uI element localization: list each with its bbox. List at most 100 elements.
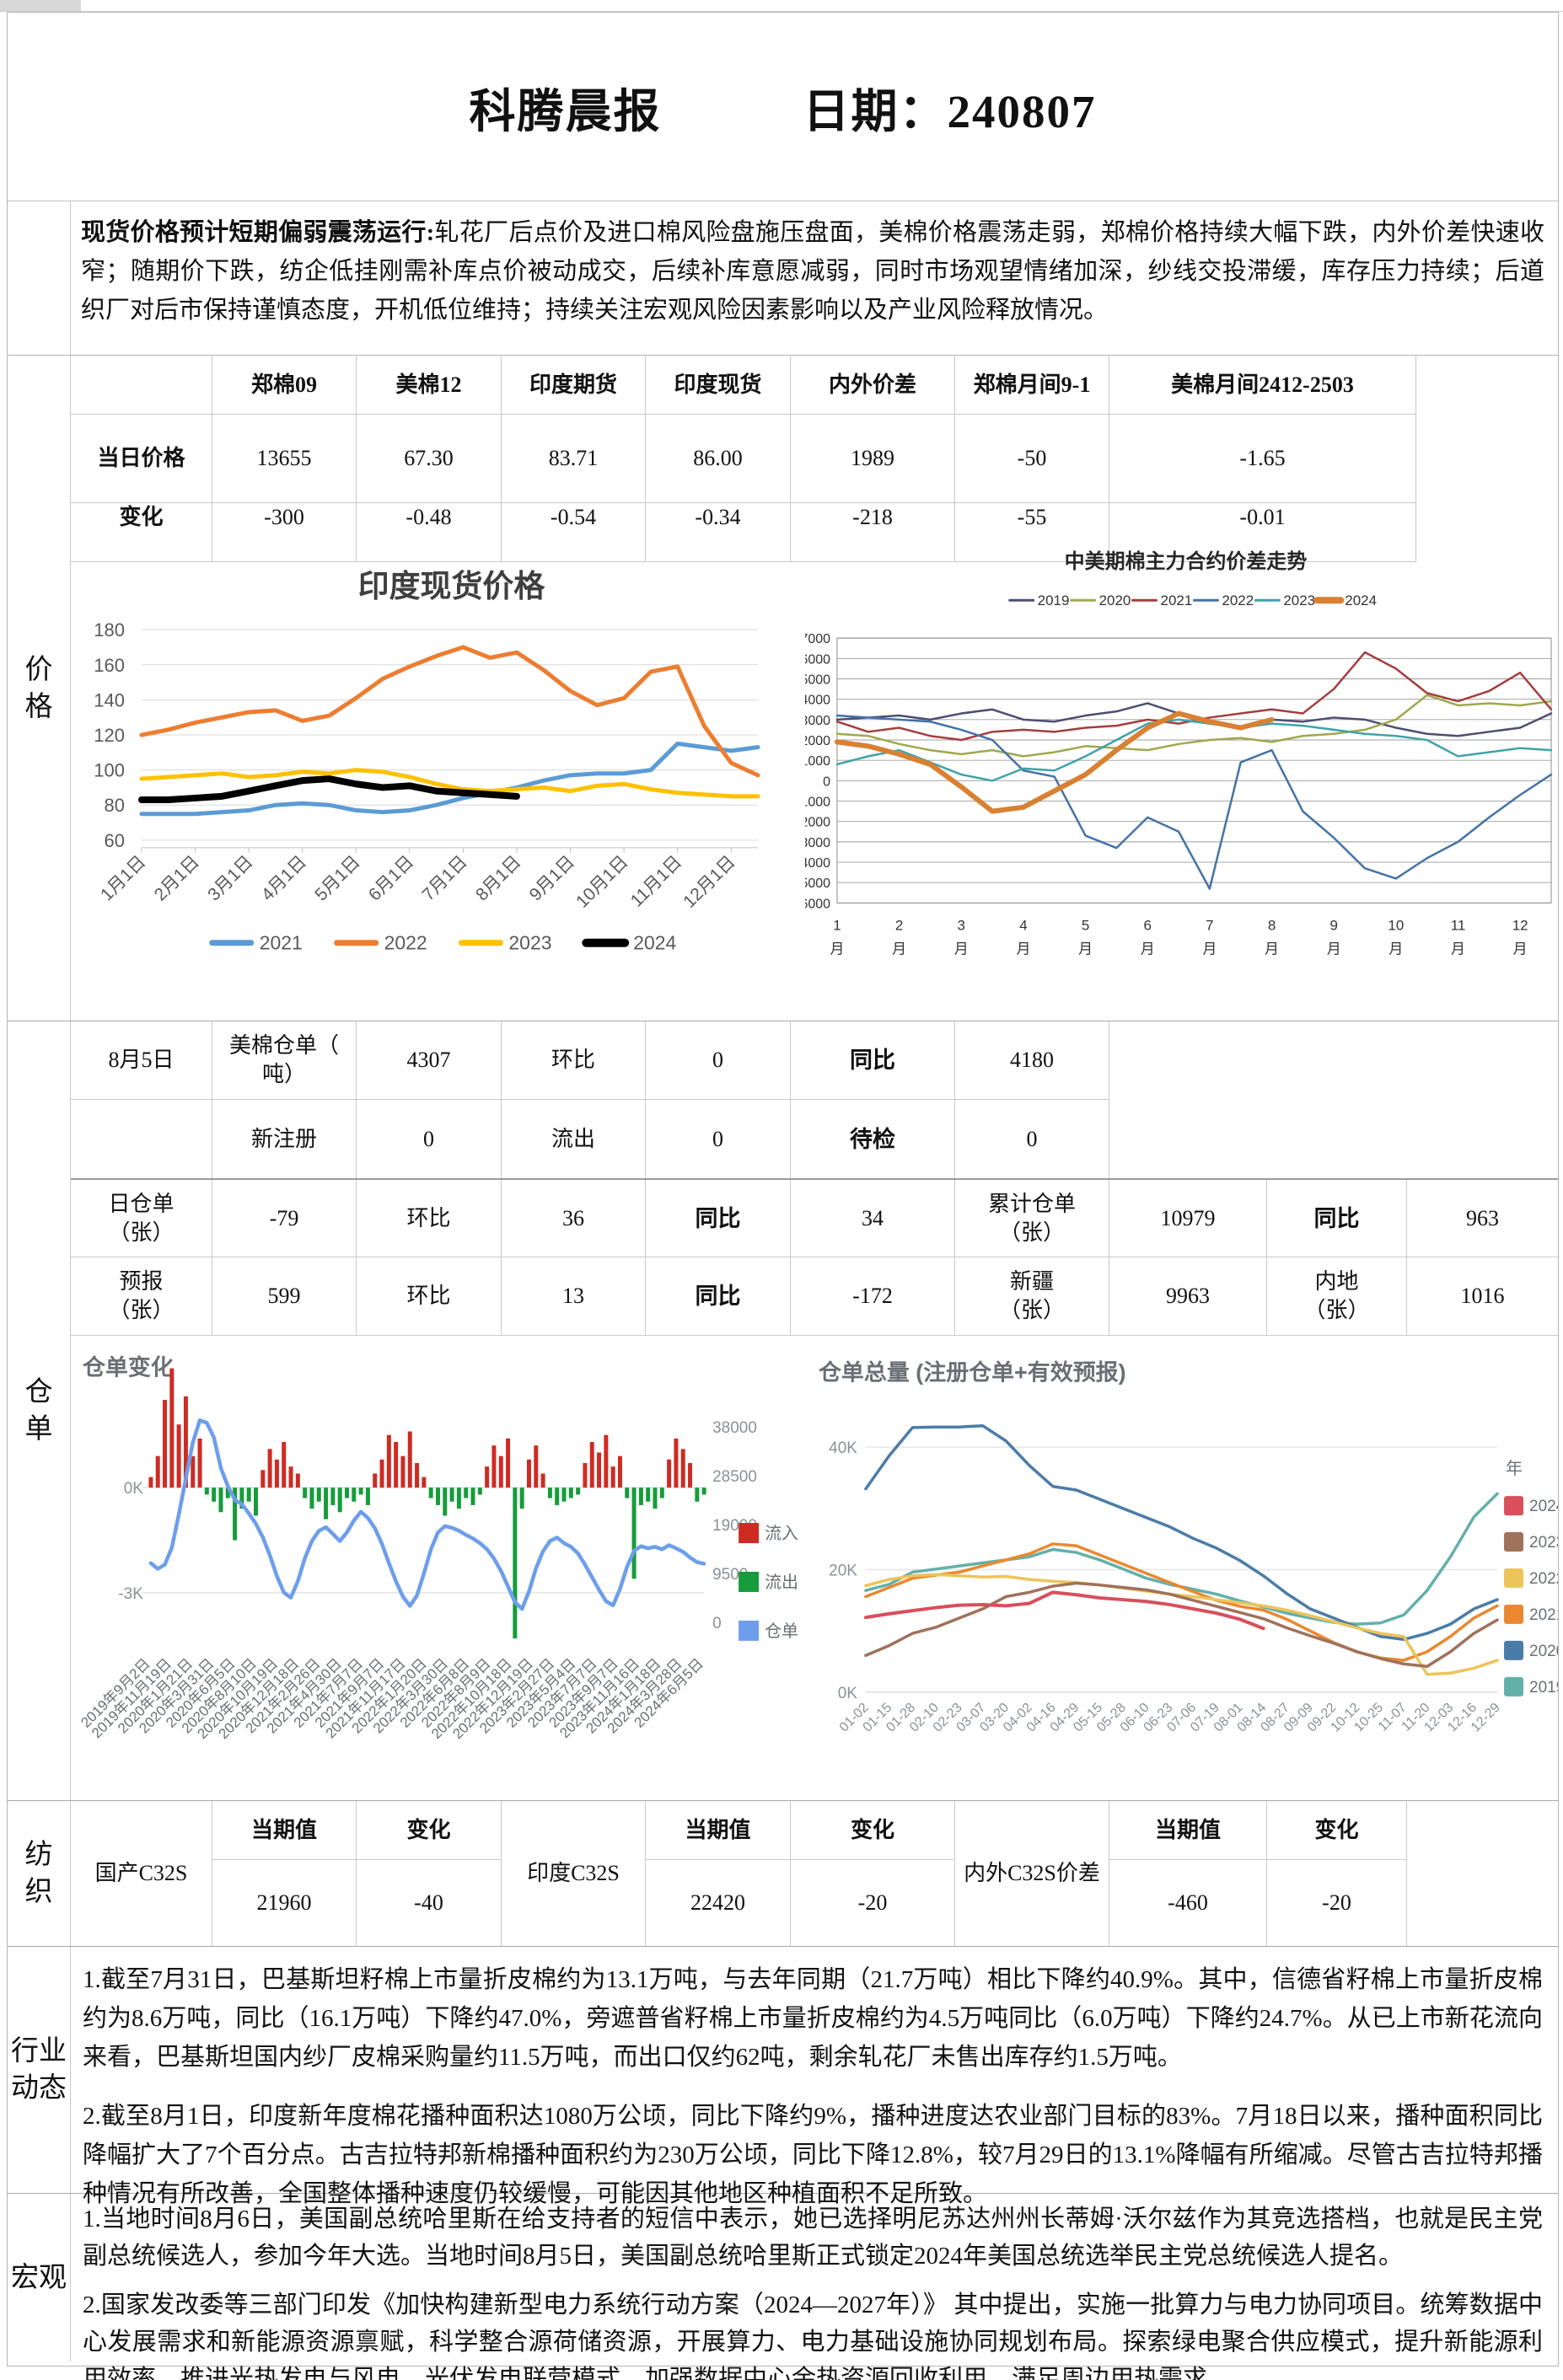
textile-section-label: 纺织 (24, 1840, 65, 1907)
price-value: 13655 (212, 415, 357, 503)
svg-text:月: 月 (1202, 941, 1217, 957)
price-value: -300 (212, 474, 357, 562)
price-col-header: 印度现货 (646, 356, 791, 415)
receipt-cell: 新疆 （张） (955, 1257, 1109, 1335)
svg-text:11: 11 (1451, 918, 1466, 934)
industry-p1: 1.截至7月31日，巴基斯坦籽棉上市量折皮棉约为13.1万吨，与去年同期（21.… (83, 1966, 1543, 2071)
receipt-section: 仓单 8月5日 美棉仓单（ 吨） 4307 环比 0 同比 4180 新注册 0 流出 0 待检 0 日… (8, 1021, 1558, 1801)
industry-section: 行业 动态 1.截至7月31日，巴基斯坦籽棉上市量折皮棉约为13.1万吨，与去年… (8, 1947, 1558, 2207)
receipt-cell: 0 (955, 1100, 1109, 1178)
textile-section-label-col: 纺织 (8, 1801, 71, 1946)
svg-text:10: 10 (1388, 918, 1404, 934)
svg-text:7000: 7000 (805, 632, 830, 646)
svg-text:2019: 2019 (1529, 1679, 1558, 1697)
macro-section-label-col: 宏观 (8, 2194, 71, 2361)
svg-text:2019: 2019 (1038, 592, 1070, 608)
svg-text:中美期棉主力合约价差走势: 中美期棉主力合约价差走势 (1065, 549, 1308, 573)
price-value: -50 (955, 415, 1109, 503)
receipt-cell: 美棉仓单（ 吨） (212, 1021, 357, 1100)
svg-text:3: 3 (958, 918, 965, 934)
svg-text:月: 月 (954, 941, 969, 957)
svg-text:6000: 6000 (805, 652, 830, 667)
industry-paragraphs: 1.截至7月31日，巴基斯坦籽棉上市量折皮棉约为13.1万吨，与去年同期（21.… (71, 1947, 1558, 2213)
svg-text:2022: 2022 (1222, 592, 1254, 608)
receipt-cell: 累计仓单 （张） (955, 1180, 1109, 1257)
receipt-table-top: 8月5日 美棉仓单（ 吨） 4307 环比 0 同比 4180 新注册 0 流出 0 待检 0 (71, 1021, 1558, 1180)
receipt-cell (71, 1100, 212, 1178)
industry-section-label-col: 行业 动态 (8, 1947, 71, 2193)
svg-text:2020: 2020 (1529, 1643, 1558, 1660)
svg-text:8: 8 (1268, 918, 1276, 934)
industry-p2: 2.截至8月1日，印度新年度棉花播种面积达1080万公顷，同比下降约9%，播种进… (83, 2103, 1543, 2207)
svg-text:印度现货价格: 印度现货价格 (358, 569, 546, 603)
svg-text:10月1日: 10月1日 (572, 852, 632, 912)
receipt-cell: 8月5日 (71, 1021, 212, 1100)
svg-text:-6000: -6000 (805, 897, 830, 911)
summary-row: 现货价格预计短期偏弱震荡运行:轧花厂后点价及进口棉风险盘施压盘面，美棉价格震荡走… (8, 201, 1558, 356)
receipt-cell: 4180 (955, 1021, 1109, 1100)
svg-text:1000: 1000 (805, 754, 830, 769)
price-filler (1416, 356, 1558, 415)
receipt-cell: 内地 （张） (1267, 1257, 1407, 1335)
price-section-label: 价格 (24, 654, 65, 722)
svg-text:流出: 流出 (765, 1573, 798, 1592)
svg-text:8月1日: 8月1日 (472, 852, 524, 904)
report-header: 科腾晨报 日期：240807 (8, 13, 1558, 201)
receipt-cell: 4307 (357, 1021, 502, 1100)
macro-section-label: 宏观 (11, 2262, 67, 2293)
svg-text:2: 2 (895, 918, 903, 934)
receipt-total-chart: 仓单总量 (注册仓单+有效预报)0K20K40K01-0201-1501-280… (818, 1359, 1558, 1734)
svg-text:4000: 4000 (805, 694, 830, 708)
svg-text:7月1日: 7月1日 (419, 852, 471, 904)
svg-text:11月1日: 11月1日 (627, 852, 686, 911)
receipt-cell: 36 (502, 1180, 646, 1257)
receipt-cell: 日仓单 （张） (71, 1180, 212, 1257)
receipt-cell: 10979 (1109, 1180, 1267, 1257)
textile-col-header: 当期值 (1109, 1801, 1267, 1860)
svg-text:月: 月 (892, 941, 906, 957)
receipt-cell: 1016 (1460, 1284, 1505, 1308)
svg-text:0: 0 (823, 775, 830, 789)
receipt-section-label-col: 仓单 (8, 1021, 71, 1800)
price-col-header: 美棉月间2412-2503 (1109, 356, 1416, 415)
svg-text:仓单总量 (注册仓单+有效预报): 仓单总量 (注册仓单+有效预报) (818, 1359, 1126, 1385)
summary-label-col (8, 201, 71, 355)
price-col-header (71, 356, 212, 415)
svg-text:2023: 2023 (1529, 1534, 1558, 1552)
svg-text:2024: 2024 (633, 932, 676, 954)
svg-text:4: 4 (1019, 918, 1027, 934)
svg-text:2月1日: 2月1日 (151, 852, 203, 904)
macro-p2: 2.国家发改委等三部门印发《加快构建新型电力系统行动方案（2024—2027年）… (83, 2292, 1543, 2380)
price-value: -0.01 (1109, 474, 1416, 562)
svg-text:月: 月 (1388, 941, 1403, 957)
price-value: 67.30 (357, 415, 502, 503)
svg-text:7: 7 (1206, 918, 1213, 934)
svg-text:9: 9 (1329, 918, 1337, 934)
svg-text:月: 月 (1265, 941, 1279, 957)
summary-body: 轧花厂后点价及进口棉风险盘施压盘面，美棉价格震荡走弱，郑棉价格持续大幅下跌，内外… (81, 219, 1544, 324)
svg-text:5: 5 (1082, 918, 1089, 934)
svg-text:2000: 2000 (805, 734, 830, 748)
svg-text:1: 1 (833, 918, 841, 934)
textile-value: -20 (1267, 1860, 1407, 1946)
svg-text:2022: 2022 (384, 932, 427, 954)
receipt-cell: -79 (212, 1180, 357, 1257)
price-section-label-col: 价格 (8, 356, 71, 1021)
receipt-cell: 9963 (1109, 1257, 1267, 1335)
svg-text:40K: 40K (829, 1439, 857, 1457)
receipt-cell: 34 (791, 1180, 955, 1257)
receipt-section-label: 仓单 (24, 1377, 65, 1445)
price-value: 83.71 (502, 415, 646, 503)
svg-text:月: 月 (1141, 941, 1155, 957)
report-sheet: 科腾晨报 日期：240807 现货价格预计短期偏弱震荡运行:轧花厂后点价及进口棉… (7, 12, 1559, 2380)
svg-text:80: 80 (104, 795, 124, 816)
textile-label: 内外C32S价差 (955, 1801, 1109, 1946)
svg-text:180: 180 (94, 619, 125, 641)
receipt-cell: 0 (646, 1021, 791, 1100)
svg-text:160: 160 (94, 655, 125, 676)
price-value: -1.65 (1109, 415, 1416, 503)
receipt-cell: 0 (646, 1100, 791, 1178)
textile-col-header: 当期值 (212, 1801, 357, 1860)
